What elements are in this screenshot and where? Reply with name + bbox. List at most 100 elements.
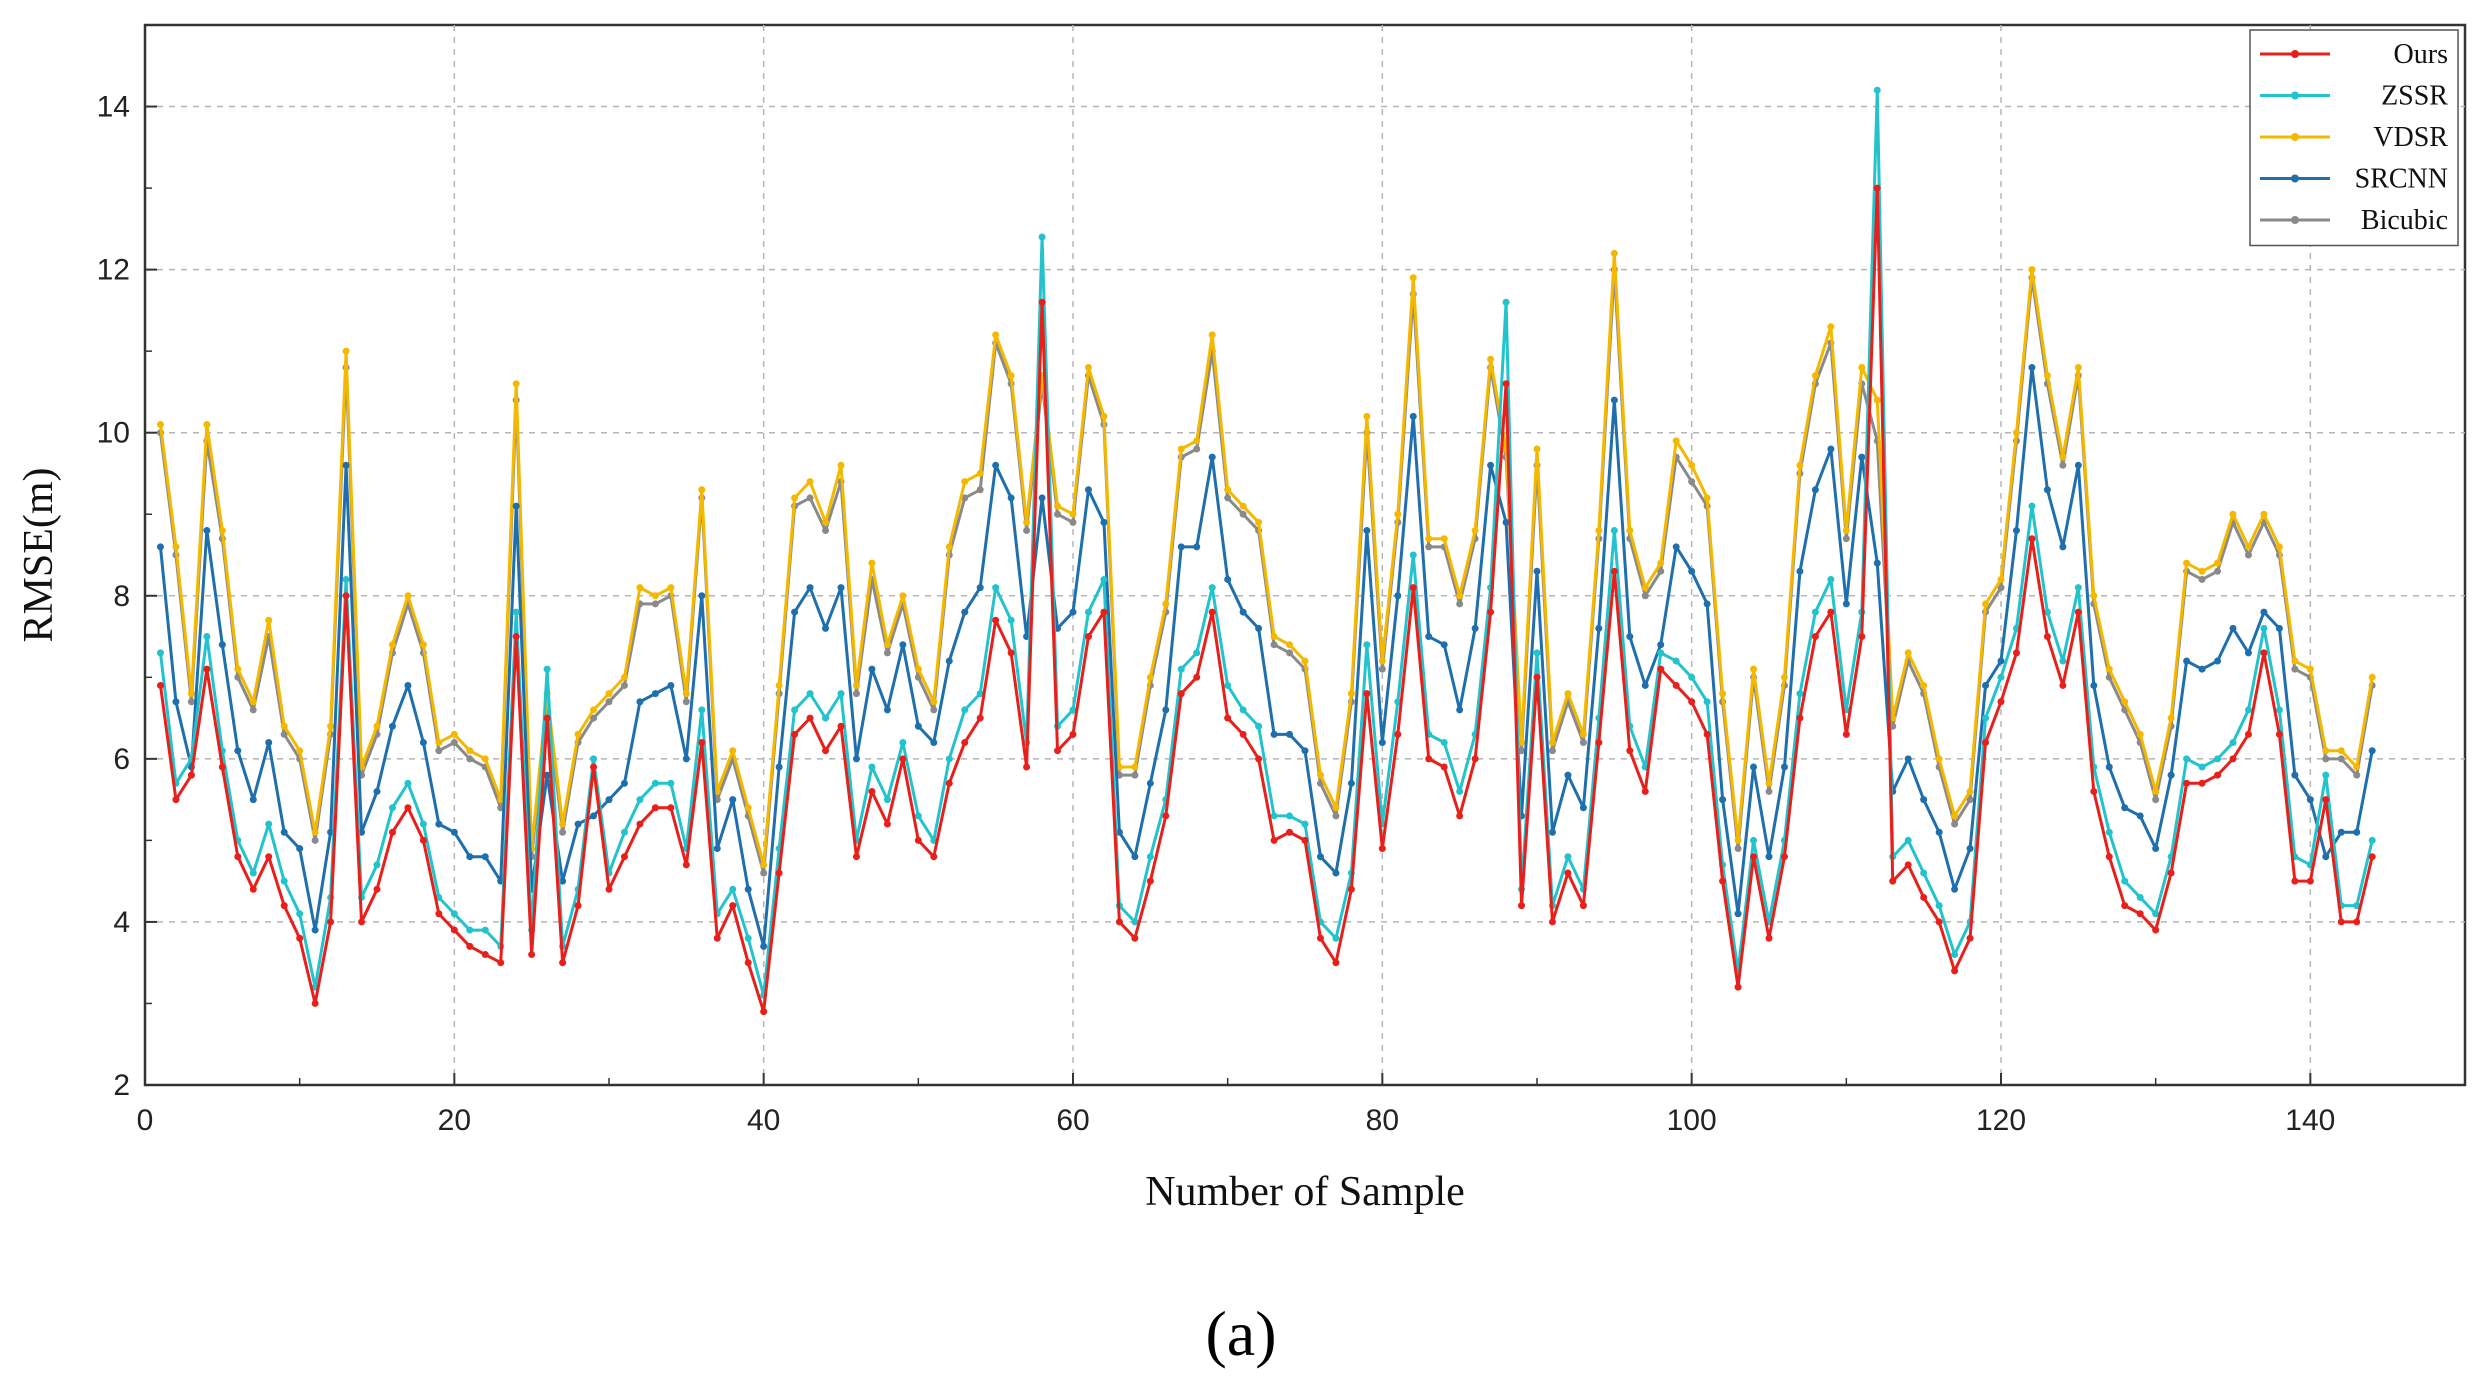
data-point bbox=[342, 461, 350, 469]
data-point bbox=[1703, 698, 1711, 706]
data-point bbox=[837, 461, 845, 469]
data-point bbox=[1193, 445, 1201, 453]
data-point bbox=[775, 869, 783, 877]
data-point bbox=[1146, 853, 1154, 861]
data-point bbox=[2059, 453, 2067, 461]
data-point bbox=[2090, 787, 2098, 795]
data-point bbox=[481, 926, 489, 934]
data-point bbox=[1997, 673, 2005, 681]
data-point bbox=[435, 739, 443, 747]
data-point bbox=[1657, 567, 1665, 575]
data-point bbox=[2291, 657, 2299, 665]
data-point bbox=[1177, 665, 1185, 673]
data-point bbox=[590, 812, 598, 820]
data-point bbox=[1966, 934, 1974, 942]
data-point bbox=[1255, 722, 1263, 730]
data-point bbox=[2291, 877, 2299, 885]
data-point bbox=[203, 665, 211, 673]
data-point bbox=[512, 608, 520, 616]
data-point bbox=[868, 665, 876, 673]
data-point bbox=[961, 494, 969, 502]
data-point bbox=[2322, 747, 2330, 755]
data-point bbox=[156, 543, 164, 551]
data-point bbox=[1440, 535, 1448, 543]
data-point bbox=[868, 763, 876, 771]
data-point bbox=[1502, 518, 1510, 526]
data-point bbox=[1626, 633, 1634, 641]
x-tick-label: 60 bbox=[1056, 1104, 1089, 1137]
data-point bbox=[1270, 730, 1278, 738]
data-point bbox=[1904, 836, 1912, 844]
data-point bbox=[1997, 584, 2005, 592]
legend-item: Bicubic bbox=[2260, 205, 2448, 236]
legend-item: ZSSR bbox=[2260, 81, 2448, 112]
data-point bbox=[1873, 184, 1881, 192]
data-point bbox=[2012, 429, 2020, 437]
data-point bbox=[605, 796, 613, 804]
data-point bbox=[1069, 518, 1077, 526]
data-point bbox=[1084, 363, 1092, 371]
legend-marker bbox=[2291, 50, 2299, 58]
data-point bbox=[1255, 518, 1263, 526]
data-point bbox=[1146, 779, 1154, 787]
data-point bbox=[2090, 681, 2098, 689]
data-point bbox=[1084, 633, 1092, 641]
data-point bbox=[2121, 877, 2129, 885]
data-point bbox=[388, 722, 396, 730]
data-point bbox=[883, 706, 891, 714]
series-vdsr bbox=[156, 249, 2376, 869]
data-point bbox=[883, 796, 891, 804]
data-point bbox=[1564, 869, 1572, 877]
data-point bbox=[311, 926, 319, 934]
data-point bbox=[1440, 641, 1448, 649]
data-point bbox=[1115, 918, 1123, 926]
data-point bbox=[1780, 853, 1788, 861]
data-point bbox=[388, 828, 396, 836]
data-point bbox=[1286, 812, 1294, 820]
data-point bbox=[543, 771, 551, 779]
data-point bbox=[1564, 771, 1572, 779]
data-point bbox=[651, 779, 659, 787]
data-point bbox=[327, 918, 335, 926]
data-point bbox=[1672, 657, 1680, 665]
legend-marker bbox=[2291, 216, 2299, 224]
data-point bbox=[930, 706, 938, 714]
data-point bbox=[1997, 698, 2005, 706]
data-point bbox=[2214, 657, 2222, 665]
data-point bbox=[2198, 567, 2206, 575]
data-point bbox=[636, 796, 644, 804]
data-point bbox=[2074, 608, 2082, 616]
data-point bbox=[481, 755, 489, 763]
data-point bbox=[1951, 967, 1959, 975]
data-point bbox=[1920, 869, 1928, 877]
data-point bbox=[2059, 657, 2067, 665]
data-point bbox=[1332, 959, 1340, 967]
data-point bbox=[1982, 739, 1990, 747]
data-point bbox=[1548, 828, 1556, 836]
data-point bbox=[1347, 779, 1355, 787]
data-point bbox=[512, 502, 520, 510]
y-tick-label: 10 bbox=[97, 417, 130, 450]
data-point bbox=[187, 690, 195, 698]
data-point bbox=[1920, 893, 1928, 901]
data-point bbox=[1610, 396, 1618, 404]
data-point bbox=[296, 747, 304, 755]
data-point bbox=[2214, 559, 2222, 567]
data-point bbox=[481, 951, 489, 959]
data-point bbox=[574, 902, 582, 910]
data-point bbox=[280, 828, 288, 836]
data-point bbox=[620, 779, 628, 787]
data-point bbox=[992, 584, 1000, 592]
data-point bbox=[2260, 649, 2268, 657]
data-point bbox=[1610, 249, 1618, 257]
data-point bbox=[1827, 575, 1835, 583]
data-point bbox=[1610, 567, 1618, 575]
data-point bbox=[1982, 681, 1990, 689]
data-point bbox=[1842, 527, 1850, 535]
data-point bbox=[234, 747, 242, 755]
data-point bbox=[2337, 828, 2345, 836]
data-point bbox=[1548, 918, 1556, 926]
data-point bbox=[2105, 828, 2113, 836]
data-point bbox=[2183, 779, 2191, 787]
data-point bbox=[1548, 747, 1556, 755]
